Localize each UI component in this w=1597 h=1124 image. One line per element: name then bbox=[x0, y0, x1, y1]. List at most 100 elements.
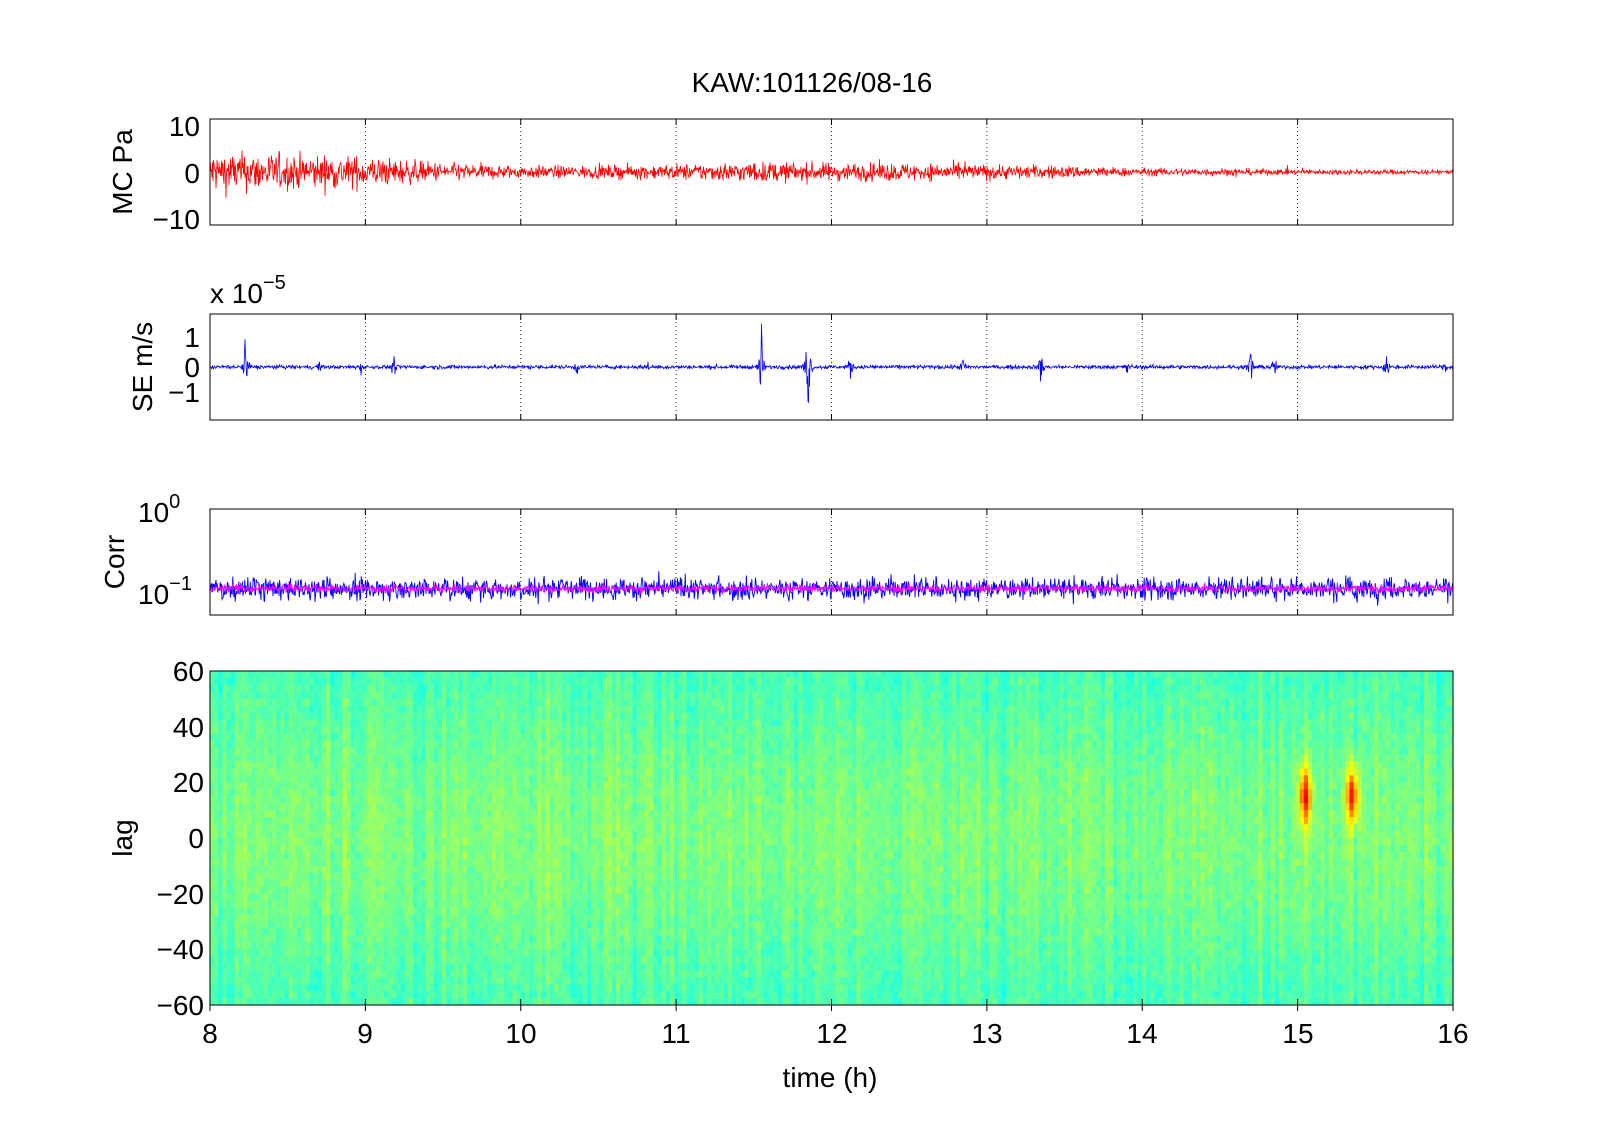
heatmap-cell bbox=[251, 817, 256, 825]
heatmap-cell bbox=[342, 796, 348, 804]
heatmap-cell bbox=[346, 949, 352, 957]
heatmap-cell bbox=[425, 726, 430, 735]
heatmap-cell bbox=[533, 851, 538, 860]
heatmap-cell bbox=[504, 907, 509, 915]
heatmap-cell bbox=[326, 789, 331, 797]
heatmap-cell bbox=[607, 712, 613, 721]
heatmap-cell bbox=[429, 768, 435, 776]
heatmap-cell bbox=[214, 691, 219, 700]
heatmap-cell bbox=[305, 712, 310, 721]
heatmap-cell bbox=[367, 789, 372, 797]
heatmap-cell bbox=[508, 789, 513, 797]
heatmap-cell bbox=[268, 844, 273, 853]
heatmap-cell bbox=[558, 963, 563, 971]
heatmap-cell bbox=[292, 991, 298, 999]
heatmap-cell bbox=[541, 872, 547, 881]
heatmap-cell bbox=[500, 858, 505, 867]
heatmap-cell bbox=[582, 747, 588, 755]
heatmap-cell bbox=[495, 984, 501, 992]
heatmap-cell bbox=[330, 879, 335, 888]
heatmap-cell bbox=[326, 712, 331, 721]
heatmap-cell bbox=[239, 907, 244, 915]
heatmap-cell bbox=[558, 740, 563, 748]
heatmap-cell bbox=[359, 817, 364, 825]
heatmap-cell bbox=[297, 782, 302, 790]
heatmap-cell bbox=[363, 851, 368, 860]
heatmap-cell bbox=[524, 684, 530, 693]
heatmap-cell bbox=[599, 838, 605, 846]
heatmap-cell bbox=[558, 782, 563, 790]
heatmap-cell bbox=[487, 691, 493, 700]
heatmap-cell bbox=[396, 691, 401, 700]
heatmap-cell bbox=[388, 907, 393, 915]
heatmap-cell bbox=[292, 872, 298, 881]
heatmap-cell bbox=[595, 991, 600, 999]
heatmap-cell bbox=[562, 775, 567, 783]
heatmap-cell bbox=[545, 977, 551, 985]
heatmap-cell bbox=[574, 956, 580, 964]
heatmap-cell bbox=[495, 838, 501, 846]
heatmap-cell bbox=[251, 719, 256, 728]
heatmap-cell bbox=[379, 810, 385, 818]
heatmap-cell bbox=[616, 726, 621, 735]
heatmap-cell bbox=[297, 789, 302, 797]
heatmap-cell bbox=[342, 942, 348, 950]
heatmap-cell bbox=[363, 733, 368, 741]
heatmap-cell bbox=[446, 865, 451, 874]
heatmap-cell bbox=[620, 858, 625, 867]
heatmap-cell bbox=[475, 831, 480, 839]
heatmap-cell bbox=[446, 963, 451, 971]
heatmap-cell bbox=[313, 900, 319, 908]
heatmap-cell bbox=[558, 705, 563, 714]
heatmap-cell bbox=[292, 782, 298, 790]
heatmap-cell bbox=[578, 970, 584, 978]
heatmap-cell bbox=[367, 970, 372, 978]
heatmap-cell bbox=[520, 949, 526, 957]
heatmap-cell bbox=[520, 872, 526, 881]
heatmap-cell bbox=[334, 740, 339, 748]
heatmap-cell bbox=[495, 810, 501, 818]
heatmap-cell bbox=[214, 677, 219, 686]
heatmap-cell bbox=[607, 831, 613, 839]
heatmap-cell bbox=[268, 747, 273, 755]
heatmap-cell bbox=[462, 914, 468, 922]
heatmap-cell bbox=[230, 705, 236, 714]
heatmap-cell bbox=[566, 810, 571, 818]
heatmap-cell bbox=[413, 768, 418, 776]
heatmap-cell bbox=[591, 803, 596, 811]
heatmap-cell bbox=[268, 775, 273, 783]
heatmap-cell bbox=[603, 754, 609, 762]
heatmap-cell bbox=[533, 754, 538, 762]
heatmap-cell bbox=[400, 824, 406, 832]
heatmap-cell bbox=[574, 991, 580, 999]
heatmap-cell bbox=[396, 970, 401, 978]
heatmap-cell bbox=[587, 907, 592, 915]
heatmap-cell bbox=[392, 740, 397, 748]
heatmap-cell bbox=[624, 719, 629, 728]
heatmap-cell bbox=[379, 865, 385, 874]
heatmap-cell bbox=[558, 858, 563, 867]
heatmap-cell bbox=[458, 872, 464, 881]
heatmap-cell bbox=[392, 844, 397, 853]
heatmap-cell bbox=[214, 719, 219, 728]
heatmap-cell bbox=[421, 838, 426, 846]
heatmap-cell bbox=[537, 984, 542, 992]
heatmap-cell bbox=[243, 872, 248, 881]
heatmap-cell bbox=[255, 671, 261, 679]
heatmap-cell bbox=[425, 733, 430, 741]
heatmap-cell bbox=[454, 991, 459, 999]
heatmap-cell bbox=[495, 691, 501, 700]
heatmap-cell bbox=[247, 684, 252, 693]
heatmap-cell bbox=[508, 671, 513, 679]
heatmap-cell bbox=[562, 677, 567, 686]
heatmap-cell bbox=[367, 719, 372, 728]
heatmap-cell bbox=[437, 719, 443, 728]
heatmap-cell bbox=[458, 928, 464, 936]
heatmap-cell bbox=[218, 858, 223, 867]
heatmap-cell bbox=[446, 789, 451, 797]
heatmap-cell bbox=[475, 949, 480, 957]
heatmap-cell bbox=[226, 865, 232, 874]
heatmap-cell bbox=[516, 942, 522, 950]
heatmap-cell bbox=[558, 928, 563, 936]
heatmap-cell bbox=[574, 831, 580, 839]
